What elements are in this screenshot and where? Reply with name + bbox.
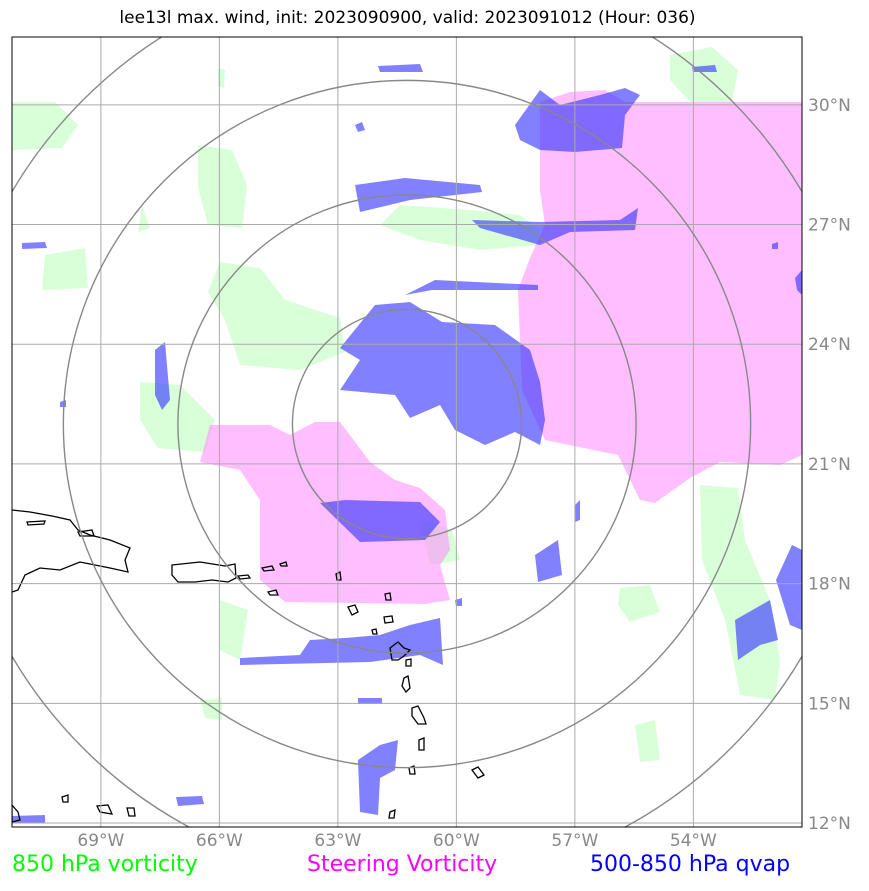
longitude-tick-label: 54°W xyxy=(670,831,717,851)
coastline-hispaniola xyxy=(12,509,131,593)
coastline-islet xyxy=(260,565,276,572)
coastline-barbados xyxy=(471,766,485,779)
range-ring xyxy=(177,194,637,654)
qvap-patch xyxy=(22,242,47,249)
qvap-patch xyxy=(155,342,170,410)
vort850-patch xyxy=(208,262,345,370)
vort850-patch xyxy=(12,102,78,150)
latitude-tick-label: 18°N xyxy=(808,575,851,595)
legend-steering-vorticity: Steering Vorticity xyxy=(307,852,498,877)
vort850-patch xyxy=(138,205,150,232)
map-title: lee13l max. wind, init: 2023090900, vali… xyxy=(119,8,696,28)
coastline-martinique xyxy=(411,705,427,725)
qvap-patch xyxy=(515,88,640,152)
range-ring xyxy=(62,79,752,769)
coastline-islet xyxy=(371,628,378,635)
coastline-st-vincent xyxy=(408,765,416,775)
coastline-islet xyxy=(61,794,69,803)
longitude-tick-label: 57°W xyxy=(551,831,598,851)
vort850-patch xyxy=(220,600,248,660)
latitude-tick-label: 21°N xyxy=(808,455,851,475)
longitude-tick-label: 60°W xyxy=(433,831,480,851)
qvap-patch xyxy=(772,242,778,249)
coastline-layer xyxy=(12,509,485,823)
qvap-patch xyxy=(176,796,204,806)
coastline-st-lucia xyxy=(418,737,425,751)
coastline-dominica xyxy=(401,675,411,694)
qvap-patch xyxy=(12,815,45,823)
coastline-islet xyxy=(335,571,342,581)
qvap-patch xyxy=(575,500,580,522)
steering-patch xyxy=(518,90,802,503)
coastline-islet xyxy=(95,804,114,815)
coastline-islet xyxy=(383,615,394,624)
coastline-grenada xyxy=(388,808,396,819)
coastline-islet xyxy=(126,807,136,817)
qvap-patch xyxy=(358,698,382,704)
vorticity-850-layer xyxy=(12,47,780,762)
coastline-islet xyxy=(405,658,412,667)
legend-qvap: 500-850 hPa qvap xyxy=(590,852,791,877)
vort850-patch xyxy=(635,720,660,762)
coastline-islet xyxy=(266,589,279,596)
qvap-patch xyxy=(795,270,802,295)
longitude-tick-label: 69°W xyxy=(77,831,124,851)
steering-vorticity-layer xyxy=(200,90,802,604)
coastline-islet xyxy=(12,804,21,823)
vort850-patch xyxy=(198,145,247,228)
qvap-patch xyxy=(355,122,365,132)
coastline-islet xyxy=(236,574,252,580)
qvap-patch xyxy=(405,280,538,295)
grid-lines xyxy=(12,37,802,827)
coastline-islet xyxy=(26,520,46,526)
qvap-patch xyxy=(776,545,802,630)
coastline-islet xyxy=(347,604,359,616)
qvap-patch xyxy=(535,540,562,582)
longitude-tick-label: 63°W xyxy=(314,831,361,851)
tick-labels: 69°W 66°W 63°W 60°W 57°W 54°W 30°N 27°N 24°N 21°N… xyxy=(77,96,850,851)
qvap-patch xyxy=(378,64,423,72)
qvap-patch xyxy=(340,302,545,445)
coastline-islet xyxy=(77,529,95,537)
latitude-tick-label: 12°N xyxy=(808,814,851,834)
steering-patch xyxy=(200,422,450,604)
latitude-tick-label: 24°N xyxy=(808,335,851,355)
coastline-islet xyxy=(279,561,288,567)
qvap-patch xyxy=(358,740,398,815)
latitude-tick-label: 15°N xyxy=(808,694,851,714)
latitude-tick-label: 30°N xyxy=(808,96,851,116)
qvap-patch xyxy=(320,500,440,542)
coastline-islet xyxy=(384,592,392,601)
qvap-patch xyxy=(472,208,638,245)
latitude-tick-label: 27°N xyxy=(808,216,851,236)
vort850-patch xyxy=(42,248,88,290)
range-ring xyxy=(291,308,523,540)
map-frame xyxy=(11,36,803,828)
vort850-patch xyxy=(700,485,780,700)
vort850-patch xyxy=(618,585,660,622)
legend-850-vorticity: 850 hPa vorticity xyxy=(12,852,198,877)
longitude-tick-label: 66°W xyxy=(196,831,243,851)
coastline-puerto-rico xyxy=(171,561,237,583)
qvap-patch xyxy=(735,600,778,660)
vort850-patch xyxy=(380,205,540,250)
